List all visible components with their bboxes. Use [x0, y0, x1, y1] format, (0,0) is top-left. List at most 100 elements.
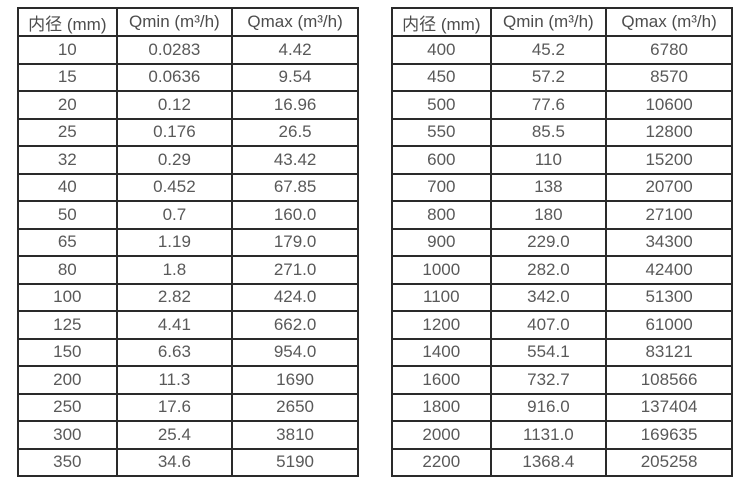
- header-row: 内径 (mm) Qmin (m³/h) Qmax (m³/h): [391, 7, 733, 37]
- cell-diameter: 900: [391, 227, 492, 257]
- table-row: 1200 407.0 61000: [391, 310, 733, 340]
- table-row: 125 4.41 662.0: [17, 310, 359, 340]
- table-row: 150 6.63 954.0: [17, 337, 359, 367]
- cell-diameter: 100: [17, 282, 118, 312]
- cell-qmax: 83121: [605, 337, 733, 367]
- table-row: 50 0.7 160.0: [17, 200, 359, 230]
- cell-diameter: 2200: [391, 447, 492, 477]
- table-row: 250 17.6 2650: [17, 392, 359, 422]
- cell-qmax: 51300: [605, 282, 733, 312]
- cell-qmin: 407.0: [489, 310, 608, 340]
- cell-qmax: 424.0: [231, 282, 359, 312]
- table-row: 400 45.2 6780: [391, 35, 733, 65]
- cell-qmax: 16.96: [231, 90, 359, 120]
- cell-diameter: 2000: [391, 420, 492, 450]
- table-row: 2200 1368.4 205258: [391, 447, 733, 477]
- cell-diameter: 25: [17, 117, 118, 147]
- flow-rate-tables: 内径 (mm) Qmin (m³/h) Qmax (m³/h) 10 0.0283 4.…: [17, 7, 733, 477]
- cell-qmax: 662.0: [231, 310, 359, 340]
- table-row: 900 229.0 34300: [391, 227, 733, 257]
- table-row: 100 2.82 424.0: [17, 282, 359, 312]
- cell-qmax: 15200: [605, 145, 733, 175]
- cell-qmin: 34.6: [115, 447, 234, 477]
- cell-diameter: 700: [391, 172, 492, 202]
- cell-diameter: 1200: [391, 310, 492, 340]
- cell-qmin: 1.8: [115, 255, 234, 285]
- cell-qmin: 732.7: [489, 365, 608, 395]
- cell-diameter: 550: [391, 117, 492, 147]
- column-header-qmin: Qmin (m³/h): [115, 7, 234, 37]
- cell-qmax: 34300: [605, 227, 733, 257]
- table-row: 700 138 20700: [391, 172, 733, 202]
- table-row: 1400 554.1 83121: [391, 337, 733, 367]
- cell-diameter: 350: [17, 447, 118, 477]
- cell-qmax: 2650: [231, 392, 359, 422]
- cell-qmin: 0.7: [115, 200, 234, 230]
- cell-diameter: 50: [17, 200, 118, 230]
- cell-diameter: 1600: [391, 365, 492, 395]
- cell-qmax: 6780: [605, 35, 733, 65]
- flow-rate-table-large-diameter: 内径 (mm) Qmin (m³/h) Qmax (m³/h) 400 45.2 678…: [391, 7, 733, 477]
- cell-qmax: 205258: [605, 447, 733, 477]
- table-row: 15 0.0636 9.54: [17, 62, 359, 92]
- column-header-qmax: Qmax (m³/h): [231, 7, 359, 37]
- cell-diameter: 80: [17, 255, 118, 285]
- cell-qmax: 10600: [605, 90, 733, 120]
- cell-qmin: 85.5: [489, 117, 608, 147]
- cell-qmax: 20700: [605, 172, 733, 202]
- cell-diameter: 40: [17, 172, 118, 202]
- table-row: 200 11.3 1690: [17, 365, 359, 395]
- cell-diameter: 65: [17, 227, 118, 257]
- cell-diameter: 450: [391, 62, 492, 92]
- cell-qmin: 1368.4: [489, 447, 608, 477]
- table-row: 600 110 15200: [391, 145, 733, 175]
- cell-qmin: 138: [489, 172, 608, 202]
- cell-qmax: 954.0: [231, 337, 359, 367]
- cell-qmin: 0.29: [115, 145, 234, 175]
- cell-diameter: 32: [17, 145, 118, 175]
- table-row: 550 85.5 12800: [391, 117, 733, 147]
- cell-diameter: 400: [391, 35, 492, 65]
- column-header-qmax: Qmax (m³/h): [605, 7, 733, 37]
- cell-qmin: 2.82: [115, 282, 234, 312]
- cell-qmin: 0.0283: [115, 35, 234, 65]
- cell-diameter: 125: [17, 310, 118, 340]
- cell-diameter: 10: [17, 35, 118, 65]
- column-header-diameter: 内径 (mm): [17, 7, 118, 37]
- flow-rate-table-small-diameter: 内径 (mm) Qmin (m³/h) Qmax (m³/h) 10 0.0283 4.…: [17, 7, 359, 477]
- cell-diameter: 200: [17, 365, 118, 395]
- cell-qmin: 229.0: [489, 227, 608, 257]
- cell-diameter: 250: [17, 392, 118, 422]
- cell-qmin: 11.3: [115, 365, 234, 395]
- cell-qmax: 8570: [605, 62, 733, 92]
- cell-qmin: 45.2: [489, 35, 608, 65]
- header-row: 内径 (mm) Qmin (m³/h) Qmax (m³/h): [17, 7, 359, 37]
- table-row: 350 34.6 5190: [17, 447, 359, 477]
- table-row: 500 77.6 10600: [391, 90, 733, 120]
- table-row: 40 0.452 67.85: [17, 172, 359, 202]
- cell-diameter: 600: [391, 145, 492, 175]
- cell-diameter: 1000: [391, 255, 492, 285]
- cell-qmin: 4.41: [115, 310, 234, 340]
- cell-qmin: 0.452: [115, 172, 234, 202]
- table-row: 25 0.176 26.5: [17, 117, 359, 147]
- table-row: 32 0.29 43.42: [17, 145, 359, 175]
- cell-qmin: 0.12: [115, 90, 234, 120]
- cell-qmax: 42400: [605, 255, 733, 285]
- cell-qmin: 57.2: [489, 62, 608, 92]
- table-row: 20 0.12 16.96: [17, 90, 359, 120]
- cell-qmax: 43.42: [231, 145, 359, 175]
- cell-qmin: 342.0: [489, 282, 608, 312]
- cell-qmin: 110: [489, 145, 608, 175]
- cell-qmax: 108566: [605, 365, 733, 395]
- cell-qmin: 0.176: [115, 117, 234, 147]
- cell-diameter: 1100: [391, 282, 492, 312]
- cell-qmax: 3810: [231, 420, 359, 450]
- cell-diameter: 300: [17, 420, 118, 450]
- column-header-qmin: Qmin (m³/h): [489, 7, 608, 37]
- cell-diameter: 15: [17, 62, 118, 92]
- table-row: 1600 732.7 108566: [391, 365, 733, 395]
- cell-diameter: 20: [17, 90, 118, 120]
- cell-qmin: 25.4: [115, 420, 234, 450]
- cell-qmax: 26.5: [231, 117, 359, 147]
